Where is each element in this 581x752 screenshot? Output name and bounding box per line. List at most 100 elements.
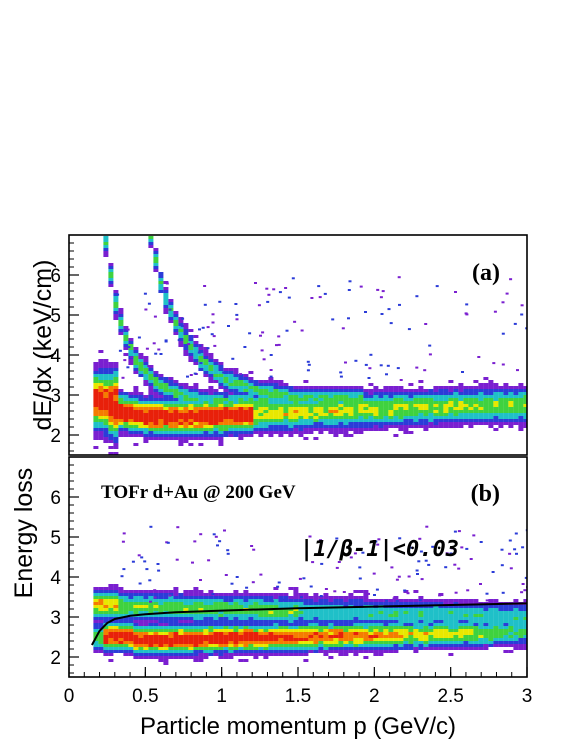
heatmap-cell	[223, 386, 229, 389]
heatmap-cell	[108, 644, 114, 647]
heatmap-cell	[328, 422, 334, 425]
heatmap-cell	[188, 614, 194, 617]
heatmap-cell	[183, 350, 189, 353]
heatmap-cell	[253, 593, 259, 596]
heatmap-cell	[333, 635, 339, 638]
heatmap-cell	[353, 392, 359, 395]
heatmap-cell	[403, 404, 409, 407]
heatmap-cell	[208, 590, 214, 593]
heatmap-cell	[338, 620, 344, 623]
heatmap-cell	[123, 353, 129, 356]
heatmap-cell	[363, 590, 369, 593]
heatmap-cell	[318, 389, 324, 392]
heatmap-cell	[386, 364, 390, 367]
heatmap-cell	[193, 347, 199, 350]
heatmap-cell	[198, 656, 204, 659]
heatmap-cell	[433, 632, 439, 635]
heatmap-cell	[508, 608, 514, 611]
heatmap-cell	[463, 620, 469, 623]
heatmap-cell	[233, 650, 239, 653]
heatmap-cell	[313, 605, 319, 608]
heatmap-cell	[193, 608, 199, 611]
heatmap-cell	[339, 371, 343, 374]
heatmap-cell	[277, 335, 281, 338]
heatmap-cell	[122, 568, 126, 571]
heatmap-cell	[393, 608, 399, 611]
heatmap-cell	[423, 611, 429, 614]
heatmap-cell	[128, 347, 134, 350]
heatmap-cell	[273, 617, 279, 620]
heatmap-cell	[278, 647, 284, 650]
heatmap-cell	[233, 620, 239, 623]
heatmap-cell	[203, 285, 207, 287]
heatmap-cell	[363, 620, 369, 623]
heatmap-cell	[224, 574, 228, 576]
heatmap-cell	[418, 635, 424, 638]
heatmap-cell	[508, 632, 514, 635]
heatmap-cell	[468, 614, 474, 617]
heatmap-cell	[198, 659, 204, 662]
heatmap-cell	[98, 626, 104, 629]
heatmap-cell	[238, 410, 244, 413]
heatmap-cell	[98, 398, 104, 401]
heatmap-cell	[248, 413, 254, 416]
heatmap-cell	[378, 632, 384, 635]
heatmap-cell	[238, 614, 244, 617]
heatmap-cell	[228, 620, 234, 623]
heatmap-cell	[158, 599, 164, 602]
heatmap-cell	[138, 635, 144, 638]
heatmap-cell	[395, 578, 399, 581]
heatmap-cell	[448, 422, 454, 425]
heatmap-cell	[468, 635, 474, 638]
heatmap-cell	[363, 428, 369, 431]
heatmap-cell	[223, 614, 229, 617]
heatmap-cell	[303, 614, 309, 617]
heatmap-cell	[288, 407, 294, 410]
heatmap-cell	[158, 410, 164, 413]
heatmap-cell	[173, 392, 179, 395]
heatmap-cell	[443, 422, 449, 425]
heatmap-cell	[413, 626, 419, 629]
heatmap-cell	[243, 590, 249, 593]
heatmap-cell	[103, 365, 109, 368]
heatmap-cell	[153, 647, 159, 650]
heatmap-cell	[103, 596, 109, 599]
heatmap-cell	[113, 452, 119, 455]
heatmap-cell	[277, 343, 281, 346]
heatmap-cell	[308, 389, 314, 392]
heatmap-cell	[233, 623, 239, 626]
heatmap-cell	[243, 404, 249, 407]
heatmap-cell	[443, 599, 449, 602]
heatmap-cell	[493, 419, 499, 422]
heatmap-cell	[453, 614, 459, 617]
heatmap-cell	[118, 320, 124, 323]
heatmap-cell	[428, 401, 434, 404]
heatmap-cell	[376, 288, 380, 291]
heatmap-cell	[343, 638, 349, 641]
heatmap-cell	[324, 588, 328, 590]
heatmap-cell	[408, 644, 414, 647]
heatmap-cell	[208, 626, 214, 629]
heatmap-cell	[238, 659, 244, 662]
heatmap-cell	[253, 632, 259, 635]
heatmap-cell	[448, 635, 454, 638]
heatmap-cell	[388, 422, 394, 425]
heatmap-cell	[268, 626, 274, 629]
heatmap-cell	[133, 431, 139, 434]
heatmap-cell	[248, 602, 254, 605]
heatmap-cell	[103, 251, 109, 254]
heatmap-cell	[453, 638, 459, 641]
heatmap-cell	[333, 425, 339, 428]
heatmap-cell	[188, 431, 194, 434]
heatmap-cell	[368, 419, 374, 422]
heatmap-cell	[208, 623, 214, 626]
heatmap-cell	[203, 359, 209, 362]
heatmap-cell	[283, 599, 289, 602]
heatmap-cell	[428, 644, 434, 647]
heatmap-cell	[153, 315, 157, 318]
heatmap-cell	[148, 593, 154, 596]
heatmap-cell	[373, 620, 379, 623]
heatmap-cell	[378, 653, 384, 656]
heatmap-cell	[212, 533, 216, 536]
heatmap-cell	[443, 410, 449, 413]
